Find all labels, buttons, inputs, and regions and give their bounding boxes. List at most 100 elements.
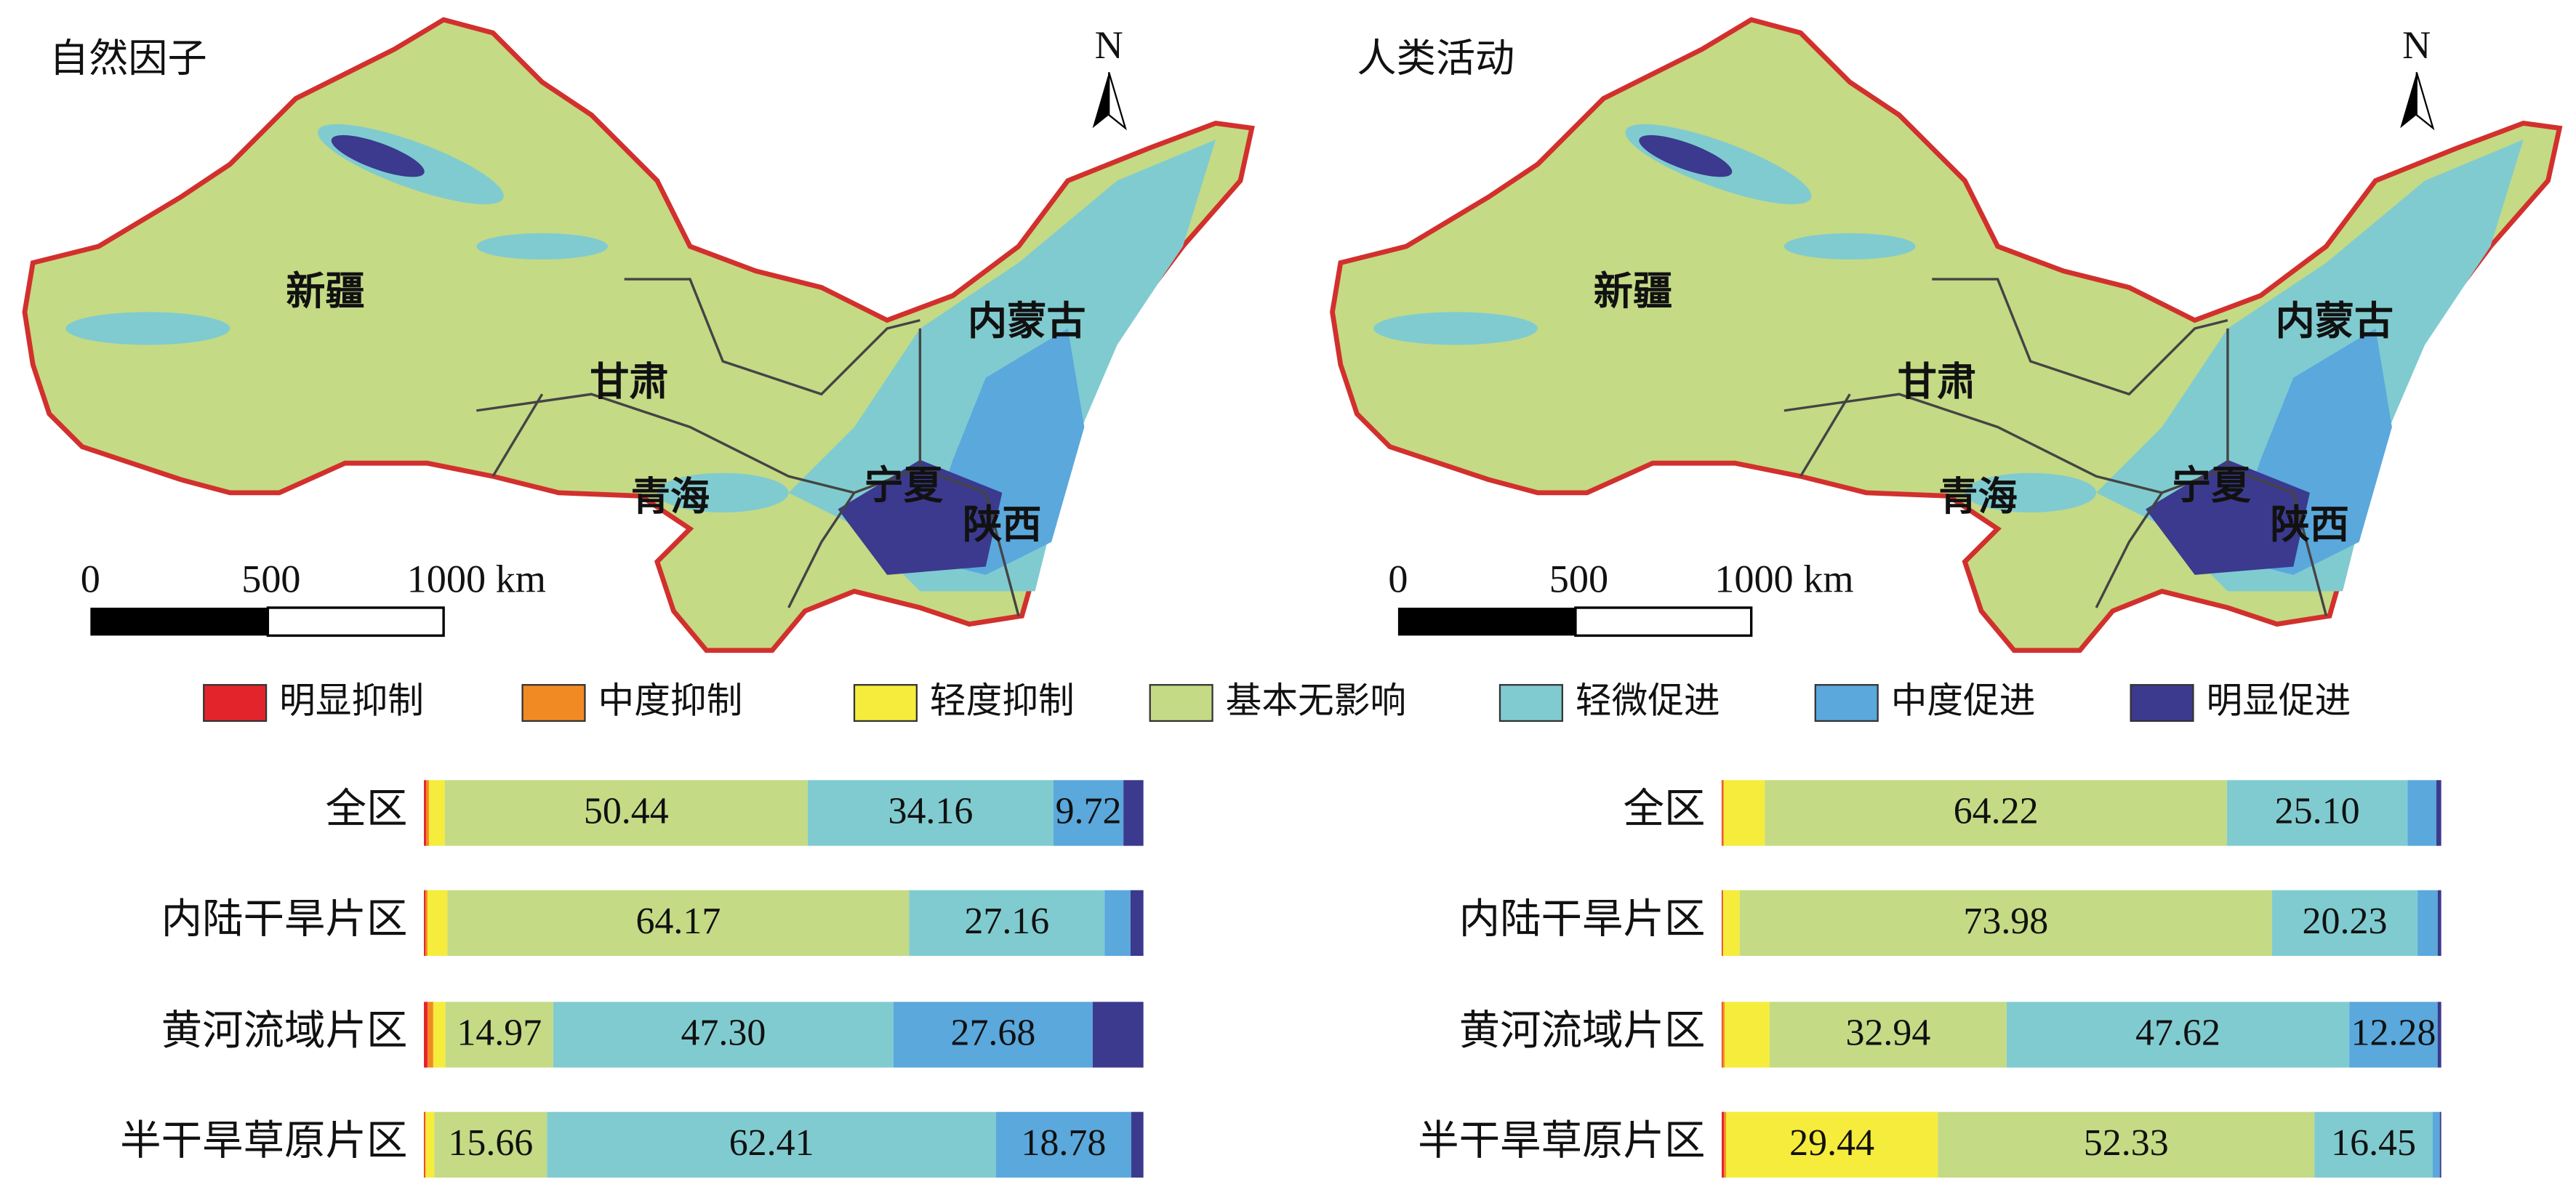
legend-label: 轻度抑制 [930, 681, 1075, 721]
bar-segment [2006, 1002, 2350, 1068]
bar-segment [424, 890, 425, 957]
value-label: 47.30 [681, 1013, 766, 1054]
value-label: 47.62 [2135, 1013, 2220, 1054]
value-label: 62.41 [729, 1122, 814, 1164]
scale-label: 0 [81, 558, 100, 601]
bar-segment [1722, 780, 1724, 846]
bar-segment [2432, 1111, 2440, 1178]
bar-segment [1722, 890, 1740, 957]
legend-label: 明显抑制 [279, 681, 424, 721]
category-label: 黄河流域片区 [1459, 1008, 1706, 1053]
bar-segment [995, 1111, 1131, 1178]
bar-segment [1130, 890, 1144, 957]
bar-segment [427, 1002, 433, 1068]
bar-segment [1723, 780, 1765, 846]
legend-label: 轻微促进 [1576, 681, 1720, 721]
category-label: 半干旱草原片区 [120, 1119, 407, 1164]
scale-bar-white [266, 606, 445, 637]
bar-segment [2437, 890, 2441, 957]
value-label: 50.44 [584, 791, 669, 832]
value-label: 16.45 [2331, 1122, 2416, 1164]
bar-segment [1131, 1111, 1144, 1178]
province-label: 新疆 [1594, 270, 1672, 313]
province-label: 新疆 [286, 270, 364, 313]
value-label: 29.44 [1789, 1122, 1874, 1164]
bar-segment [1053, 780, 1124, 846]
value-label: 20.23 [2303, 901, 2388, 942]
bar-segment [424, 1111, 425, 1178]
province-label: 青海 [631, 475, 710, 519]
bar-segment [547, 1111, 996, 1178]
bar-segment [1104, 890, 1131, 957]
bar-segment [807, 780, 1054, 846]
category-label: 内陆干旱片区 [161, 897, 408, 942]
bar-segment [1725, 1111, 1938, 1178]
legend-label: 中度促进 [1891, 681, 2036, 721]
province-label: 宁夏 [864, 464, 944, 507]
legend-swatch [2130, 684, 2194, 723]
value-label: 25.10 [2275, 791, 2360, 832]
bar-segment [428, 780, 445, 846]
value-label: 12.28 [2351, 1013, 2436, 1054]
legend-swatch [1149, 684, 1213, 723]
bar-segment [447, 890, 910, 957]
value-label: 64.17 [635, 901, 721, 942]
bar-segment [1722, 1002, 1725, 1068]
bar-segment [1723, 1111, 1726, 1178]
bar-segment [1739, 890, 2272, 957]
category-label: 黄河流域片区 [161, 1008, 408, 1053]
value-label: 32.94 [1845, 1013, 1930, 1054]
province-label: 甘肃 [1898, 360, 1976, 403]
bar-segment [433, 1002, 446, 1068]
bar-segment [1123, 780, 1144, 846]
value-label: 73.98 [1963, 901, 2048, 942]
province-label: 陕西 [963, 503, 1041, 547]
legend-swatch [521, 684, 586, 723]
legend-swatch [203, 684, 268, 723]
bar-segment [424, 780, 426, 846]
category-label: 内陆干旱片区 [1459, 897, 1706, 942]
bar-segment [445, 1002, 553, 1068]
bar-segment [2407, 780, 2436, 846]
north-label: N [1095, 23, 1123, 67]
bar-segment [1765, 780, 2227, 846]
bar-segment [427, 890, 448, 957]
bar-segment [909, 890, 1105, 957]
province-label: 甘肃 [590, 360, 668, 403]
bar-segment [1938, 1111, 2315, 1178]
scale-label: 500 [1549, 558, 1608, 601]
legend-swatch [853, 684, 918, 723]
scale-bar-black [90, 608, 268, 636]
category-label: 全区 [1623, 786, 1705, 832]
map-title: 自然因子 [49, 36, 207, 80]
map-title: 人类活动 [1357, 36, 1514, 80]
bar-segment [2349, 1002, 2438, 1068]
bar-segment [893, 1002, 1093, 1068]
province-label: 内蒙古 [968, 299, 1086, 343]
bar-segment [425, 780, 429, 846]
scale-label: 1000 km [1714, 558, 1853, 601]
scale-bar-black [1397, 608, 1576, 636]
province-label: 内蒙古 [2275, 299, 2394, 343]
value-label: 15.66 [448, 1122, 533, 1164]
value-label: 27.16 [964, 901, 1049, 942]
scale-label: 1000 km [407, 558, 546, 601]
bar-segment [553, 1002, 894, 1068]
bar-segment [1092, 1002, 1144, 1068]
north-label: N [2402, 23, 2431, 67]
north-arrow-half [1108, 72, 1127, 131]
value-label: 9.72 [1056, 791, 1122, 832]
bar-segment [1724, 1002, 1770, 1068]
legend-label: 基本无影响 [1226, 681, 1406, 721]
value-label: 52.33 [2084, 1122, 2169, 1164]
bar-segment [2314, 1111, 2433, 1178]
value-label: 14.97 [457, 1013, 542, 1054]
scale-bar-white [1574, 606, 1753, 637]
value-label: 64.22 [1954, 791, 2039, 832]
legend-label: 明显促进 [2207, 681, 2351, 721]
scale-label: 500 [241, 558, 300, 601]
province-label: 宁夏 [2172, 464, 2251, 507]
bar-segment [2436, 780, 2441, 846]
